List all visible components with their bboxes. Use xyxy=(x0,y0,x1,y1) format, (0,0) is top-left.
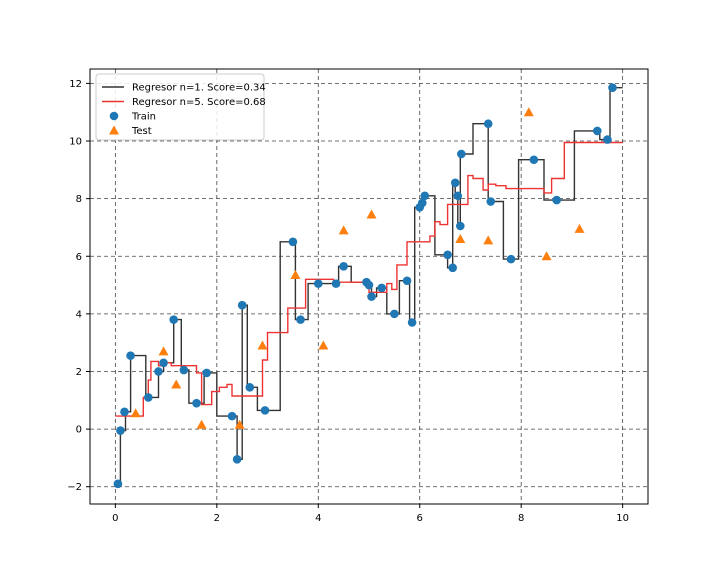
legend-label: Train xyxy=(131,112,156,123)
train-point xyxy=(367,292,376,301)
train-point xyxy=(603,135,612,144)
train-point xyxy=(450,178,460,188)
x-tick-label: 2 xyxy=(214,513,220,524)
test-point xyxy=(171,379,182,389)
train-point xyxy=(390,309,399,319)
test-point xyxy=(290,269,301,279)
train-point xyxy=(113,479,123,489)
y-tick-label: −2 xyxy=(67,482,82,493)
test-point xyxy=(523,107,534,117)
y-tick-label: 6 xyxy=(76,252,82,263)
train-point xyxy=(126,351,135,360)
test-point xyxy=(257,340,268,350)
train-point xyxy=(260,406,270,415)
legend: Regresor n=1. Score=0.34 Regresor n=5. Sc… xyxy=(95,73,266,141)
axis-ticks: 0 2 4 6 8 10 −2 0 2 4 6 8 10 12 xyxy=(67,79,629,524)
train-point xyxy=(448,263,458,273)
x-tick-label: 10 xyxy=(616,513,629,524)
test-point xyxy=(158,346,169,356)
train-point xyxy=(169,315,178,324)
train-point xyxy=(202,368,211,378)
test-point xyxy=(234,419,245,429)
y-tick-label: 12 xyxy=(69,79,82,90)
legend-label: Regresor n=1. Score=0.34 xyxy=(132,83,266,94)
legend-box xyxy=(95,73,265,141)
x-tick-label: 0 xyxy=(112,513,118,524)
train-point xyxy=(443,250,452,260)
train-point xyxy=(364,280,374,290)
train-point xyxy=(245,383,255,392)
legend-circle-handle xyxy=(109,111,119,121)
test-point xyxy=(338,225,349,235)
train-point xyxy=(227,411,237,421)
train-point xyxy=(402,276,412,286)
test-point xyxy=(455,233,466,243)
train-point xyxy=(377,283,386,293)
train-point xyxy=(417,198,427,208)
test-point xyxy=(541,251,552,261)
train-point xyxy=(456,221,465,231)
test-point xyxy=(318,340,329,350)
train-point xyxy=(592,126,602,136)
train-point xyxy=(154,367,163,376)
y-tick-label: 8 xyxy=(76,194,82,205)
y-tick-label: 0 xyxy=(76,425,82,436)
train-point xyxy=(457,149,466,159)
train-point xyxy=(407,318,417,327)
test-point xyxy=(366,209,377,219)
train-point xyxy=(192,398,201,408)
train-point xyxy=(313,279,323,288)
train-point xyxy=(120,407,129,417)
train-point xyxy=(506,254,516,264)
x-tick-label: 8 xyxy=(518,513,524,524)
train-point xyxy=(339,262,348,271)
train-point xyxy=(331,279,341,288)
legend-triangle-handle xyxy=(109,125,119,135)
train-point xyxy=(453,191,463,201)
train-point xyxy=(296,315,305,324)
train-point xyxy=(232,455,242,464)
train-point xyxy=(116,426,125,435)
train-point xyxy=(552,195,561,205)
x-tick-label: 6 xyxy=(417,513,423,524)
train-point xyxy=(529,155,539,165)
y-tick-label: 4 xyxy=(76,309,82,320)
test-point xyxy=(483,235,494,245)
train-point xyxy=(237,300,247,310)
y-tick-label: 2 xyxy=(76,367,82,378)
train-point xyxy=(144,393,153,402)
series-layer xyxy=(113,83,623,489)
plot-frame xyxy=(89,68,649,505)
x-tick-label: 4 xyxy=(315,513,321,524)
train-point xyxy=(288,237,298,247)
legend-label: Regresor n=5. Score=0.68 xyxy=(132,97,266,108)
train-point xyxy=(608,83,617,93)
legend-label: Test xyxy=(131,126,152,137)
train-point xyxy=(159,358,168,368)
test-point xyxy=(196,419,207,429)
train-point xyxy=(420,191,430,201)
test-point xyxy=(130,408,141,418)
train-point xyxy=(179,365,189,375)
train-point xyxy=(486,197,496,206)
test-point xyxy=(574,223,585,233)
y-tick-label: 10 xyxy=(69,137,82,148)
train-point xyxy=(483,119,493,129)
